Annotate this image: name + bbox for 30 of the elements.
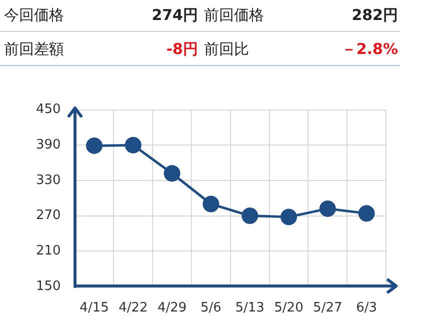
x-tick-label: 6/3 (356, 300, 378, 316)
point (280, 208, 298, 226)
x-tick-label: 5/6 (200, 300, 222, 316)
x-tick-label: 4/22 (118, 300, 148, 316)
text: 前回比 (204, 40, 249, 59)
x-tick-label: 4/29 (157, 300, 187, 316)
text: 274円 (152, 6, 198, 25)
x-tick-label: 4/15 (80, 300, 109, 316)
x-tick-label: 5/27 (313, 300, 342, 316)
point (86, 137, 103, 154)
point (242, 208, 258, 224)
y-tick-label: 270 (36, 208, 61, 224)
y-tick-label: 390 (36, 137, 61, 152)
x-tick-label: 5/13 (235, 300, 264, 316)
y-tick-label: 330 (36, 172, 61, 188)
x-tick-label: 5/20 (274, 300, 304, 316)
y-tick-label: 150 (36, 278, 61, 294)
text: 今回価格 (4, 6, 64, 25)
text: 282円 (352, 6, 398, 25)
text: 前回差額 (4, 40, 64, 59)
text: 前回価格 (204, 6, 264, 25)
point (164, 165, 180, 182)
point (202, 196, 220, 212)
y-tick-label: 450 (36, 102, 61, 118)
text: -8円 (166, 40, 198, 59)
text: －2.8% (341, 40, 398, 59)
point (124, 136, 142, 154)
y-tick-label: 210 (36, 243, 61, 258)
point (319, 200, 336, 217)
point (358, 205, 375, 222)
